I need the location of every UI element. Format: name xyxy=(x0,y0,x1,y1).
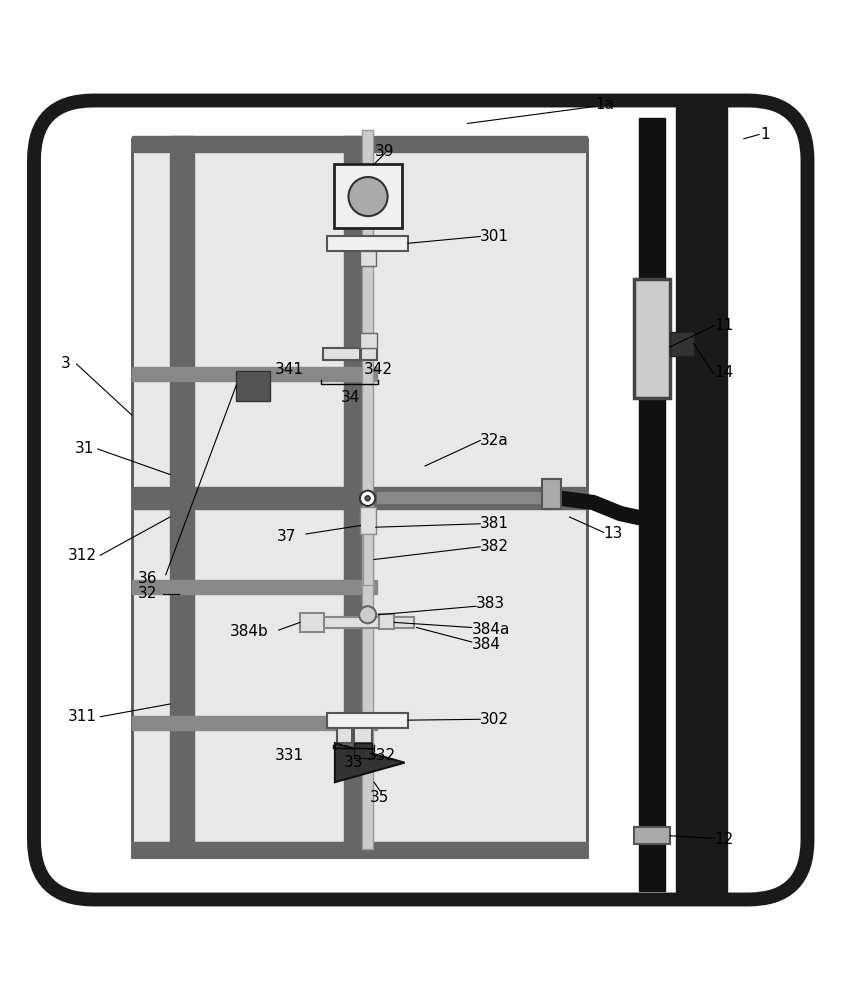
Bar xyxy=(327,712,408,728)
Bar xyxy=(308,617,414,628)
Text: 302: 302 xyxy=(480,712,509,727)
Text: 36: 36 xyxy=(138,571,157,586)
Bar xyxy=(327,236,408,251)
Bar xyxy=(132,487,586,508)
Polygon shape xyxy=(335,743,405,782)
Text: 31: 31 xyxy=(75,441,94,456)
Bar xyxy=(361,348,377,360)
Text: 33: 33 xyxy=(344,755,363,770)
Circle shape xyxy=(365,496,371,501)
Bar xyxy=(132,139,586,857)
Bar xyxy=(323,348,360,360)
Bar xyxy=(670,332,694,356)
Text: 384b: 384b xyxy=(230,624,269,639)
Bar xyxy=(354,728,372,743)
Bar xyxy=(634,279,670,398)
Bar xyxy=(360,251,376,266)
Bar xyxy=(132,842,586,857)
Bar xyxy=(132,580,348,593)
Bar xyxy=(676,101,727,900)
Text: 382: 382 xyxy=(480,539,509,554)
Text: 1: 1 xyxy=(761,127,770,142)
Bar xyxy=(334,164,402,228)
Text: 341: 341 xyxy=(275,362,304,377)
Bar xyxy=(132,136,586,151)
Bar xyxy=(344,580,377,593)
Text: 39: 39 xyxy=(376,144,394,159)
Text: 32: 32 xyxy=(138,586,157,601)
Text: 301: 301 xyxy=(480,229,509,244)
Text: 11: 11 xyxy=(714,318,734,333)
Bar xyxy=(379,614,394,629)
Text: 32a: 32a xyxy=(480,433,509,448)
Text: 381: 381 xyxy=(480,516,509,531)
Bar xyxy=(344,367,377,381)
Text: 12: 12 xyxy=(714,832,734,848)
Bar xyxy=(354,743,372,758)
Bar xyxy=(132,716,348,730)
Bar xyxy=(236,371,270,401)
Text: 383: 383 xyxy=(476,596,505,611)
Text: 3: 3 xyxy=(61,357,71,371)
Bar xyxy=(362,130,373,848)
Bar xyxy=(337,728,352,743)
Text: 311: 311 xyxy=(68,709,97,724)
Bar xyxy=(634,827,670,844)
Text: 35: 35 xyxy=(371,790,389,805)
Text: 34: 34 xyxy=(341,389,360,404)
Bar xyxy=(542,479,561,509)
Text: 332: 332 xyxy=(367,748,396,762)
Text: 342: 342 xyxy=(364,362,393,377)
Circle shape xyxy=(359,606,376,623)
FancyBboxPatch shape xyxy=(34,101,807,900)
Text: 312: 312 xyxy=(68,548,97,563)
Text: 384a: 384a xyxy=(472,622,510,637)
Text: 1a: 1a xyxy=(595,97,614,112)
Bar xyxy=(377,492,547,503)
Bar xyxy=(363,534,373,585)
Bar xyxy=(344,716,377,730)
Bar xyxy=(132,367,348,381)
Circle shape xyxy=(360,491,375,506)
Bar xyxy=(344,136,363,857)
Text: 14: 14 xyxy=(714,365,734,380)
Text: 331: 331 xyxy=(275,748,304,762)
Bar xyxy=(360,333,377,348)
Text: 37: 37 xyxy=(276,529,296,544)
Circle shape xyxy=(348,177,388,216)
Bar xyxy=(360,507,376,534)
Text: 384: 384 xyxy=(472,637,501,652)
Bar xyxy=(300,613,324,632)
Bar xyxy=(639,117,665,891)
Bar xyxy=(170,136,194,857)
Text: 13: 13 xyxy=(604,526,623,542)
